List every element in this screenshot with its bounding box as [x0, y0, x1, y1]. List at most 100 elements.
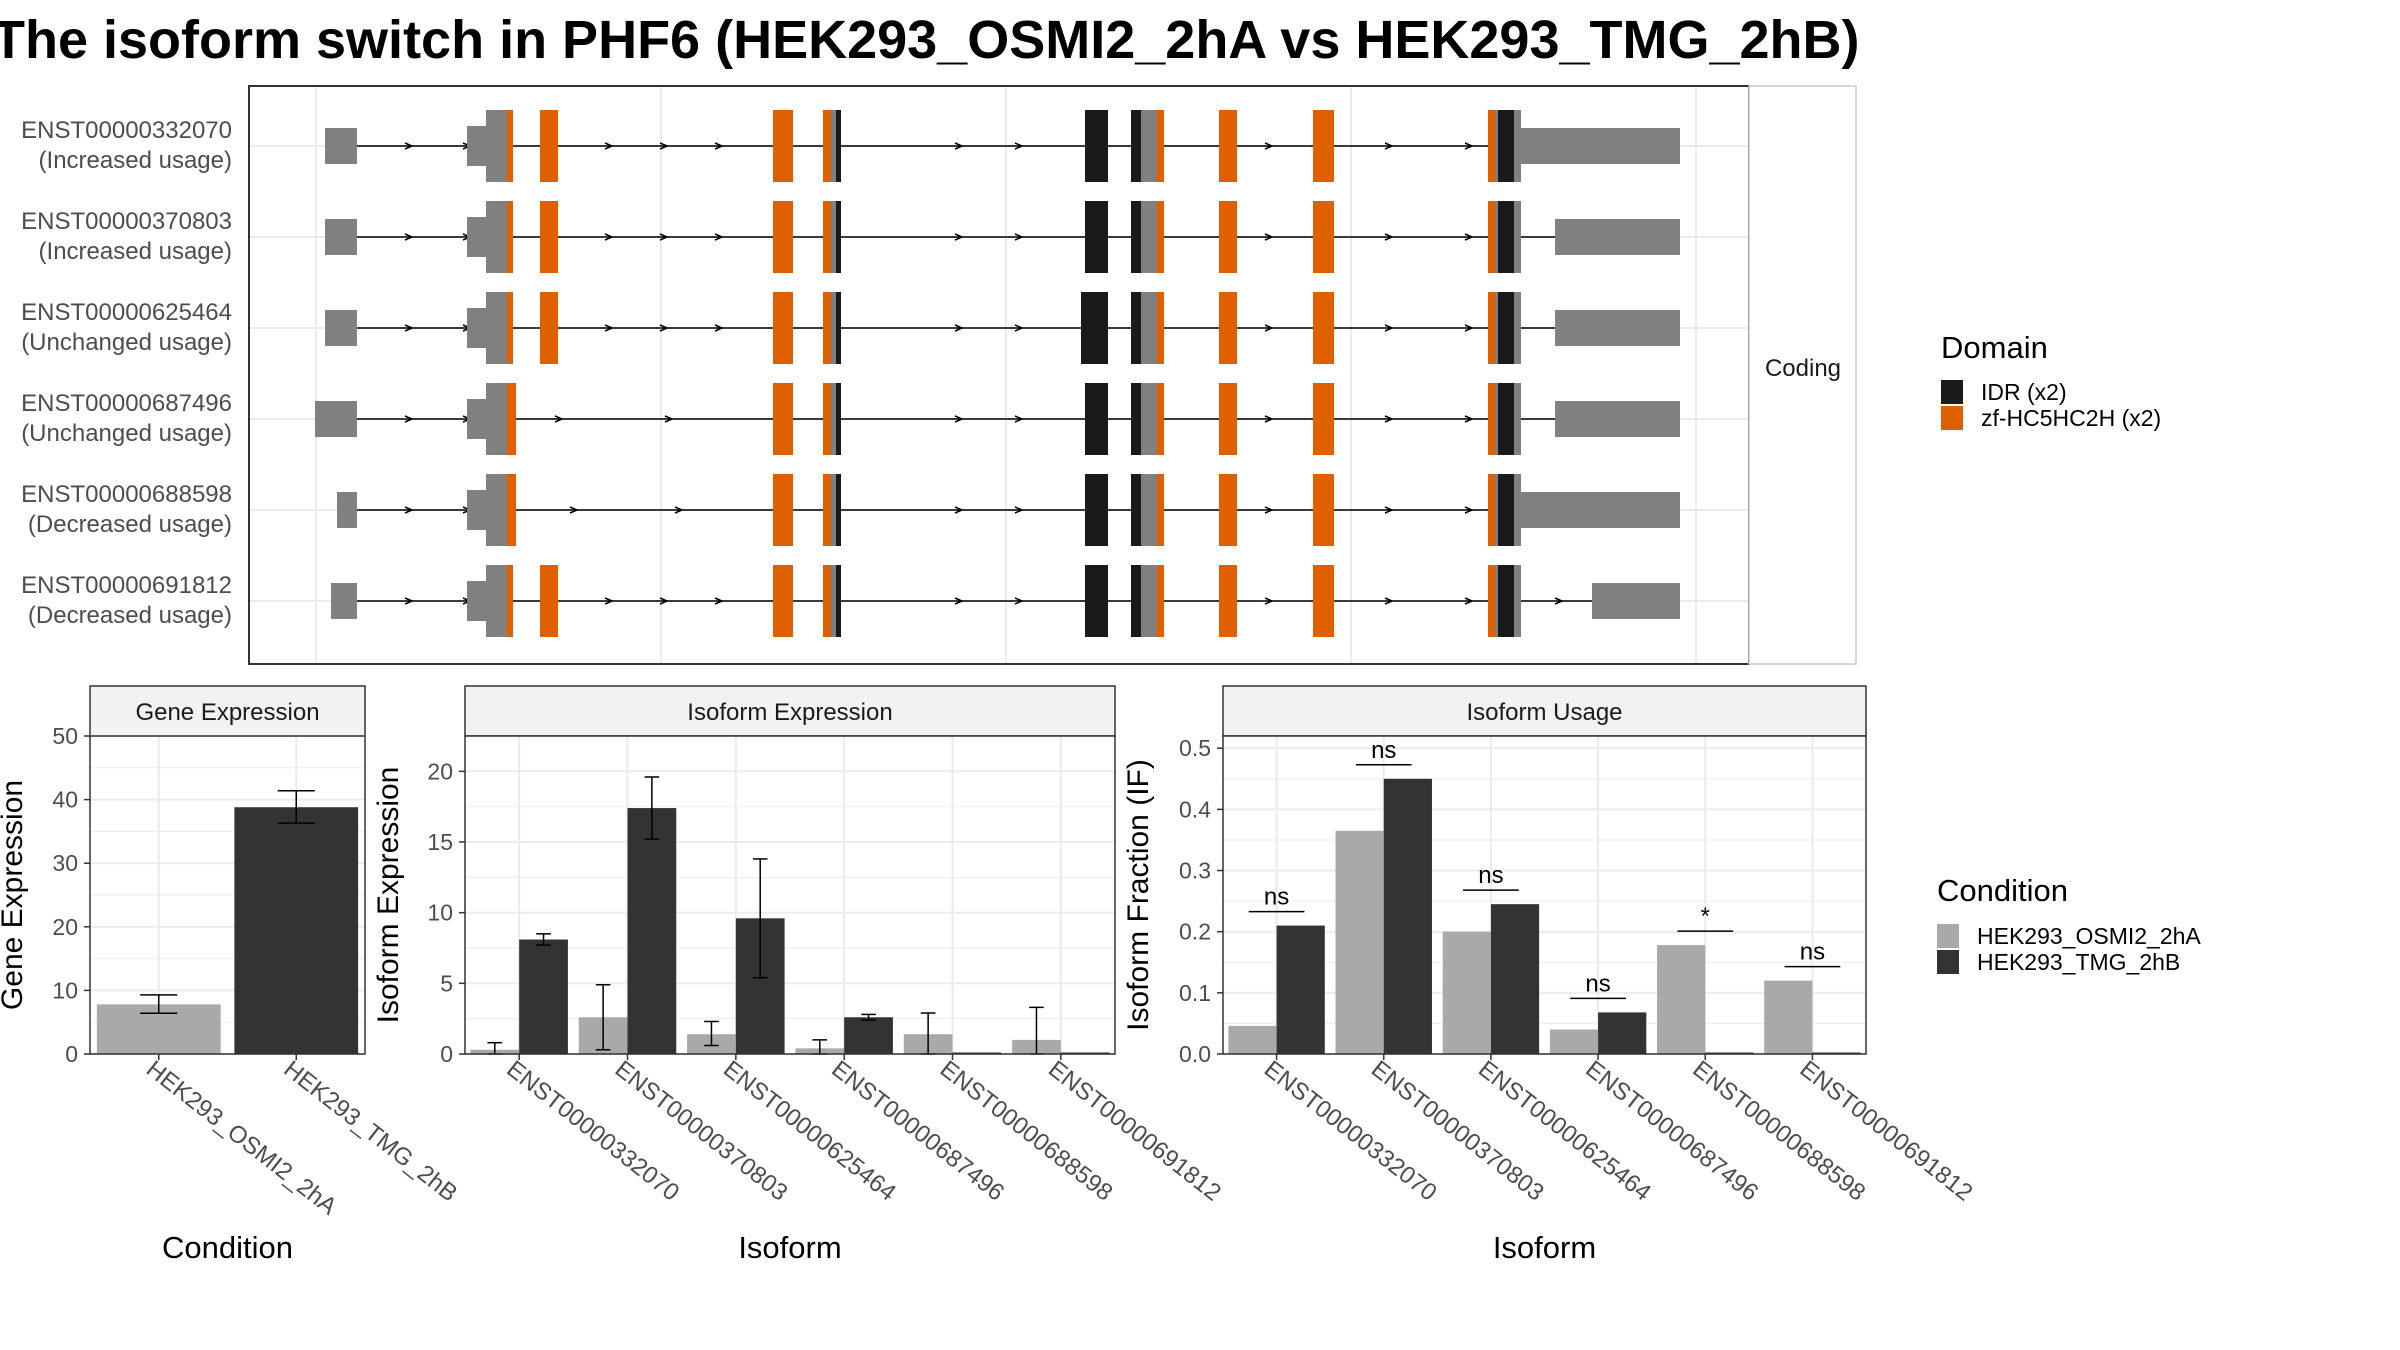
y-axis-title: Isoform Expression	[372, 767, 405, 1024]
exon-block	[325, 219, 357, 255]
intron-direction-arrow	[1384, 233, 1394, 241]
x-tick-label: ENST00000687496	[1580, 1055, 1763, 1206]
intron-direction-arrow	[1464, 506, 1474, 514]
idr-domain-block	[836, 292, 841, 364]
utr-exon-block	[1521, 128, 1680, 164]
significance-label: ns	[1585, 970, 1610, 997]
intron-direction-arrow	[1464, 597, 1474, 605]
idr-domain-block	[1131, 474, 1141, 546]
bar	[1228, 1025, 1277, 1054]
zf-domain-block	[773, 565, 793, 637]
intron-direction-arrow	[1464, 415, 1474, 423]
idr-domain-block	[1498, 474, 1514, 546]
intron-direction-arrow	[1264, 324, 1274, 332]
isoform-expression-panel: Isoform Expression05101520ENST0000033207…	[372, 685, 1226, 1265]
idr-domain-block	[1131, 201, 1141, 273]
transcript-usage-label: (Unchanged usage)	[21, 329, 232, 356]
y-tick-label: 5	[440, 970, 453, 996]
bar	[627, 808, 677, 1054]
intron-direction-arrow	[1264, 233, 1274, 241]
intron-direction-arrow	[954, 324, 964, 332]
intron-direction-arrow	[1464, 233, 1474, 241]
transcript-structure-panel: ENST00000332070 (Increased usage) ENST0000…	[21, 85, 1857, 665]
intron-direction-arrow	[1014, 233, 1024, 241]
intron-direction-arrow	[404, 233, 414, 241]
intron-direction-arrow	[714, 324, 724, 332]
exon-block	[467, 399, 486, 439]
intron-direction-arrow	[1014, 415, 1024, 423]
intron-direction-arrow	[954, 506, 964, 514]
facet-strip-label: Isoform Expression	[687, 699, 892, 726]
domain-legend-title: Domain	[1941, 330, 2048, 365]
idr-domain-block	[836, 383, 841, 455]
idr-domain-block	[1131, 565, 1141, 637]
transcript-id-label: ENST00000625464	[21, 299, 232, 326]
zf-domain-block	[1219, 474, 1237, 546]
transcript-usage-label: (Decreased usage)	[28, 602, 232, 629]
zf-domain-block	[823, 292, 831, 364]
bar	[1657, 945, 1706, 1054]
zf-domain-block	[1488, 474, 1495, 546]
condition-legend-swatch	[1937, 924, 1959, 948]
transcript-id-label: ENST00000370803	[21, 208, 232, 235]
exon-block	[1514, 201, 1521, 273]
zf-domain-block	[540, 110, 558, 182]
bar	[234, 807, 359, 1054]
exon-block	[486, 383, 499, 455]
y-axis-title: Gene Expression	[0, 780, 29, 1010]
intron-direction-arrow	[714, 233, 724, 241]
intron-direction-arrow	[404, 324, 414, 332]
zf-domain-block	[1219, 292, 1237, 364]
idr-domain-block	[1498, 565, 1514, 637]
zf-domain-block	[507, 110, 513, 182]
exon-block	[486, 110, 499, 182]
exon-block	[467, 490, 486, 530]
idr-domain-block	[836, 201, 841, 273]
exon-block	[315, 401, 357, 437]
intron-direction-arrow	[1264, 415, 1274, 423]
zf-domain-block	[773, 110, 793, 182]
idr-domain-block	[1498, 201, 1514, 273]
exon-block	[331, 583, 357, 619]
zf-domain-block	[1219, 201, 1237, 273]
intron-direction-arrow	[604, 597, 614, 605]
significance-label: ns	[1800, 939, 1825, 966]
intron-direction-arrow	[604, 142, 614, 150]
intron-direction-arrow	[659, 597, 669, 605]
exon-block	[486, 201, 499, 273]
y-tick-label: 0	[65, 1041, 78, 1067]
y-tick-label: 40	[52, 787, 78, 813]
idr-domain-block	[1131, 292, 1141, 364]
exon-block	[467, 217, 486, 257]
facet-strip-label: Gene Expression	[135, 699, 319, 726]
panel-background	[465, 736, 1115, 1054]
intron-direction-arrow	[1264, 597, 1274, 605]
intron-direction-arrow	[659, 324, 669, 332]
facet-strip-label: Isoform Usage	[1466, 699, 1622, 726]
significance-label: ns	[1264, 884, 1289, 911]
bar	[1335, 830, 1384, 1054]
utr-exon-block	[1521, 492, 1680, 528]
zf-domain-block	[507, 474, 516, 546]
structure-facet-strip	[1748, 85, 1857, 665]
idr-domain-block	[1085, 383, 1108, 455]
zf-domain-block	[1157, 383, 1164, 455]
idr-domain-block	[1081, 292, 1108, 364]
idr-domain-block	[1131, 383, 1141, 455]
intron-direction-arrow	[659, 142, 669, 150]
exon-block	[1514, 110, 1521, 182]
idr-domain-block	[1498, 292, 1514, 364]
zf-domain-block	[1157, 201, 1164, 273]
y-tick-label: 0.4	[1179, 796, 1211, 822]
domain-legend-swatch	[1941, 380, 1963, 404]
transcript-id-label: ENST00000687496	[21, 390, 232, 417]
zf-domain-block	[773, 383, 793, 455]
bar	[1764, 980, 1813, 1054]
intron-direction-arrow	[554, 415, 564, 423]
intron-direction-arrow	[1264, 506, 1274, 514]
exon-block	[467, 308, 486, 348]
transcript-id-label: ENST00000691812	[21, 572, 232, 599]
facet-strip	[89, 685, 366, 737]
bar	[844, 1017, 893, 1054]
exon-block	[1514, 383, 1521, 455]
